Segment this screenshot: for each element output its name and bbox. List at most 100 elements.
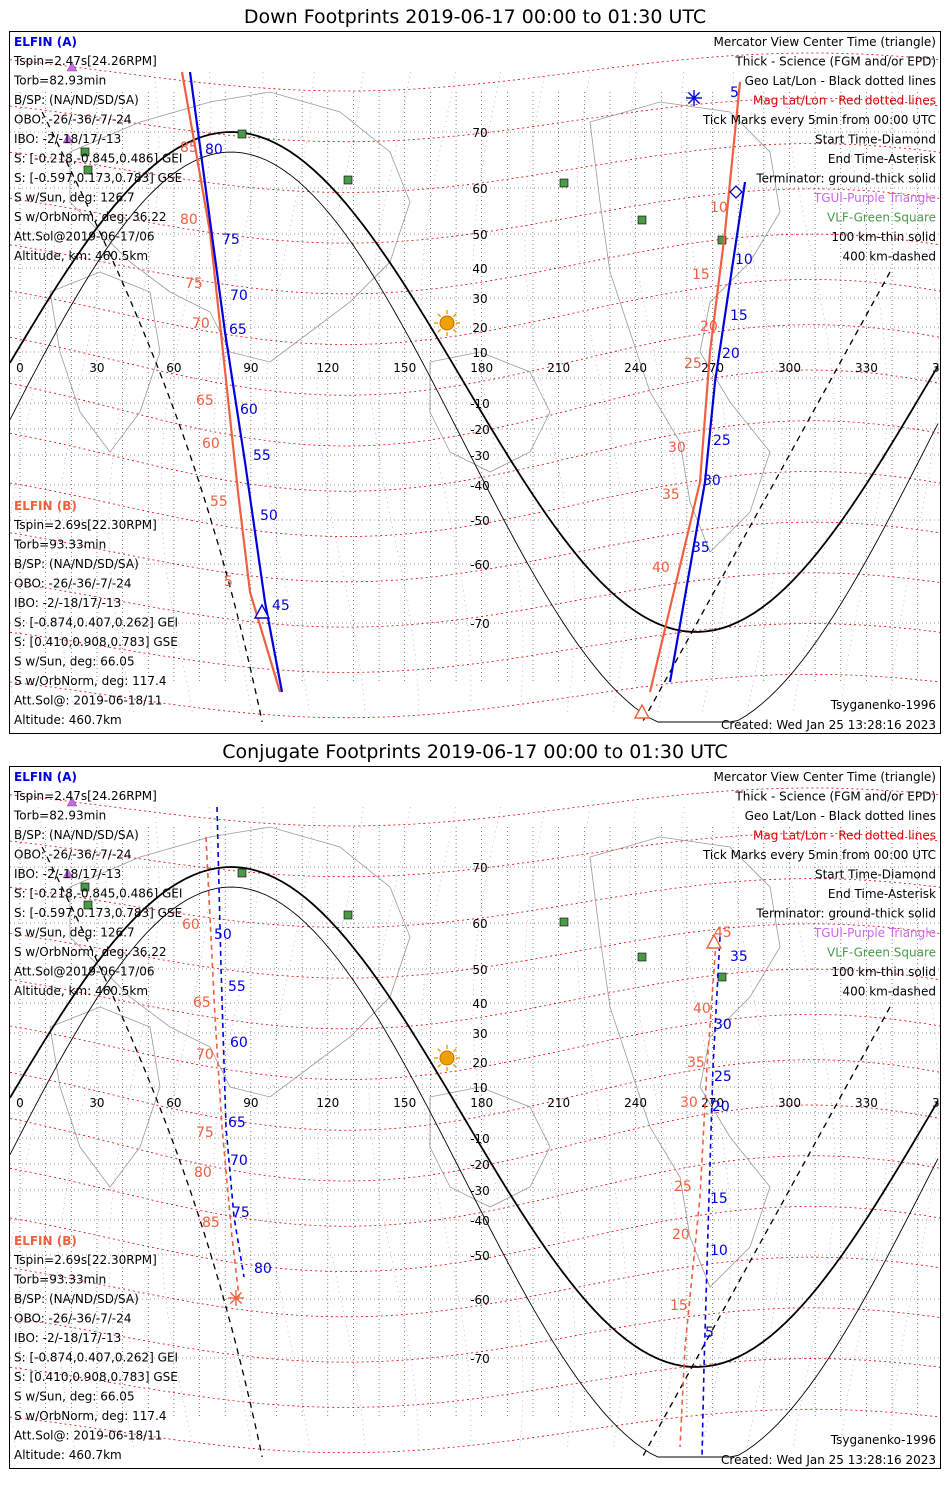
elfin-a-tick-label: 20	[712, 1099, 730, 1115]
lon-tick-label: 330	[855, 1096, 878, 1110]
lon-tick-label: 210	[547, 361, 570, 375]
terminator-400km-east	[641, 1006, 891, 1458]
view-center-triangle	[705, 933, 723, 949]
continent-outline	[429, 351, 551, 473]
mag-grid-meridian	[472, 806, 524, 1448]
legend-item: Geo Lat/Lon - Black dotted lines	[745, 74, 936, 88]
legend-item: 100 km-thin solid	[831, 965, 936, 979]
elfin-b-tick-label: 15	[692, 267, 710, 283]
continent-outline	[69, 91, 411, 363]
elfin-a-tick-label: 55	[228, 979, 246, 995]
lon-tick-label: 270	[701, 361, 724, 375]
elfin-a-info-line: Att.Sol@2019-06-17/06	[14, 965, 155, 979]
elfin-b-info-line: Torb=93.33min	[13, 1273, 106, 1287]
lon-tick-label: 330	[855, 361, 878, 375]
lat-tick-label: -40	[470, 479, 490, 493]
elfin-b-tick-label: 70	[196, 1047, 214, 1063]
lat-tick-label: -30	[470, 449, 490, 463]
lon-tick-label: 90	[243, 1096, 258, 1110]
elfin-b-tick-label: 85	[202, 1215, 220, 1231]
elfin-b-track-west	[180, 71, 282, 693]
continent-outline	[429, 1086, 551, 1208]
mag-grid-latitude	[10, 324, 940, 396]
elfin-b-header: ELFIN (B)	[14, 1234, 77, 1248]
terminator-400km-west	[41, 846, 263, 1458]
lon-tick-label: 0	[16, 361, 24, 375]
tgui-station-marker	[62, 868, 74, 879]
mag-grid-meridian	[889, 806, 940, 1448]
elfin-b-tick-label: 25	[684, 356, 702, 372]
elfin-a-info-line: S w/OrbNorm, deg: 36.22	[14, 945, 166, 959]
legend-item: Terminator: ground-thick solid	[755, 907, 936, 921]
elfin-b-track-west	[205, 836, 240, 1298]
legend-item: TGUI-Purple Triangle	[813, 926, 936, 940]
mag-grid-latitude	[10, 878, 940, 928]
elfin-b-tick-label: 80	[180, 212, 198, 228]
lon-tick-label: 180	[470, 1096, 493, 1110]
lat-tick-label: 60	[472, 182, 487, 196]
elfin-b-info-line: Att.Sol@: 2019-06-18/11	[14, 694, 162, 708]
elfin-b-track-east	[679, 941, 717, 1448]
sun-ray	[452, 313, 457, 318]
sun-ray	[437, 313, 442, 318]
vlf-station-marker	[637, 215, 647, 225]
mag-grid-meridian	[838, 806, 888, 1448]
elfin-b-tick-label: 20	[672, 1227, 690, 1243]
mag-grid-latitude	[10, 97, 940, 143]
elfin-a-info-line: Altitude, km: 460.5km	[14, 249, 148, 263]
lon-tick-label: 240	[624, 1096, 647, 1110]
lat-tick-label: -20	[470, 1158, 490, 1172]
elfin-a-tick-label: 25	[713, 433, 731, 449]
elfin-b-info-line: S: [0.410,0.908,0.783] GSE	[14, 1370, 178, 1384]
elfin-b-tick-label: 60	[182, 917, 200, 933]
elfin-a-tick-label: 15	[710, 1191, 728, 1207]
elfin-b-tick-label: 80	[194, 1165, 212, 1181]
mag-grid-meridian	[524, 806, 576, 1448]
legend-item: Mercator View Center Time (triangle)	[714, 770, 936, 784]
elfin-a-tick-label: 15	[730, 308, 748, 324]
elfin-b-tick-label: 20	[700, 319, 718, 335]
legend-item: End Time-Asterisk	[828, 152, 936, 166]
mag-grid-latitude	[10, 143, 940, 193]
elfin-a-tick-label: 10	[735, 252, 753, 268]
elfin-a-tick-label: 65	[228, 1115, 246, 1131]
elfin-a-info-line: Torb=82.93min	[13, 809, 106, 823]
vlf-station-marker	[83, 900, 93, 910]
lat-tick-label: -70	[470, 1352, 490, 1366]
sun-icon	[439, 315, 455, 331]
mag-grid-meridian	[368, 71, 420, 713]
elfin-a-tick-label: 30	[703, 473, 721, 489]
elfin-a-info-line: IBO: -2/-18/17/-13	[14, 867, 121, 881]
elfin-b-info-line: Altitude: 460.7km	[14, 1448, 122, 1462]
elfin-b-tick-label: 5	[224, 574, 233, 590]
vlf-station-marker	[559, 917, 569, 927]
elfin-a-tick-label: 70	[230, 1153, 248, 1169]
elfin-b-info-line: S w/OrbNorm, deg: 117.4	[14, 1409, 166, 1423]
conjugate-footprints-panel: 0306090120150180210240270300330360706050…	[9, 766, 941, 1469]
elfin-b-info-line: B/SP: (NA/ND/SD/SA)	[14, 557, 139, 571]
elfin-a-tick-label: 20	[722, 346, 740, 362]
vlf-station-marker	[559, 178, 569, 188]
elfin-b-tick-label: 40	[652, 560, 670, 576]
legend-item: Mercator View Center Time (triangle)	[714, 35, 936, 49]
elfin-a-info-line: S w/OrbNorm, deg: 36.22	[14, 210, 166, 224]
elfin-b-info-line: Tspin=2.69s[22.30RPM]	[13, 1253, 157, 1267]
continent-outline	[589, 101, 781, 553]
elfin-b-tick-label: 35	[662, 487, 680, 503]
legend-item: TGUI-Purple Triangle	[813, 191, 936, 205]
elfin-b-tick-label: 30	[680, 1095, 698, 1111]
lat-tick-label: -60	[470, 1293, 490, 1307]
elfin-a-info-line: S: [-0.218,-0.845,0.486] GEI	[14, 152, 182, 166]
end-time-asterisk	[229, 1291, 243, 1305]
lat-tick-label: 10	[472, 1081, 487, 1095]
elfin-b-tick-label: 65	[196, 393, 214, 409]
mag-grid-meridian	[680, 806, 732, 1448]
sun-icon	[439, 1050, 455, 1066]
mag-grid-meridian	[368, 806, 420, 1448]
mag-grid-latitude	[10, 1206, 940, 1272]
lon-tick-label: 120	[316, 1096, 339, 1110]
elfin-a-info-line: Att.Sol@2019-06-17/06	[14, 230, 155, 244]
legend-item: Tick Marks every 5min from 00:00 UTC	[702, 848, 936, 862]
lon-tick-label: 300	[778, 361, 801, 375]
mag-grid-latitude	[10, 1155, 940, 1227]
